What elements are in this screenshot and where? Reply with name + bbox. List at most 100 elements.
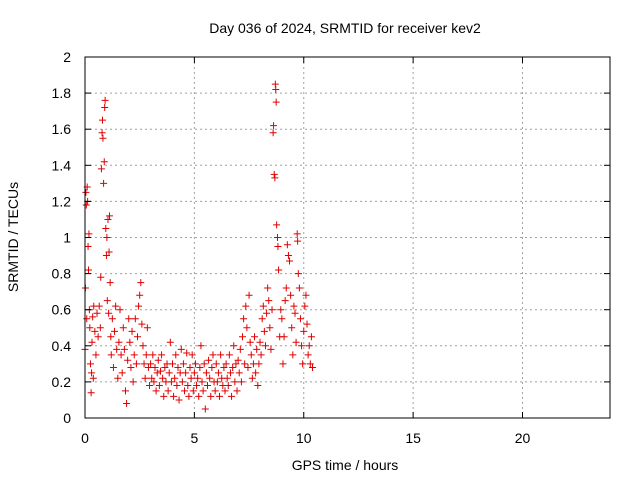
data-point bbox=[117, 351, 125, 359]
data-point bbox=[270, 122, 278, 130]
x-tick-label: 5 bbox=[190, 430, 198, 446]
data-point bbox=[247, 351, 255, 359]
data-point bbox=[106, 279, 114, 287]
data-point bbox=[84, 243, 92, 251]
data-point bbox=[279, 360, 287, 368]
data-point bbox=[102, 224, 110, 232]
data-point bbox=[309, 363, 316, 371]
data-point bbox=[108, 315, 116, 323]
data-point bbox=[266, 324, 274, 332]
data-point bbox=[129, 378, 137, 386]
data-point bbox=[305, 342, 313, 350]
data-point bbox=[171, 374, 179, 382]
data-point bbox=[88, 338, 96, 346]
data-point bbox=[265, 297, 273, 305]
data-point bbox=[82, 188, 90, 196]
data-point bbox=[101, 96, 109, 104]
data-point bbox=[125, 315, 133, 323]
data-point bbox=[103, 234, 111, 241]
data-point bbox=[208, 363, 216, 371]
data-point bbox=[93, 309, 101, 317]
data-point bbox=[257, 351, 265, 359]
data-point bbox=[288, 324, 296, 332]
data-point bbox=[164, 387, 172, 395]
data-point bbox=[166, 338, 174, 346]
data-point bbox=[240, 315, 248, 323]
data-point bbox=[220, 363, 228, 371]
data-point bbox=[256, 338, 264, 346]
y-tick-label: 0.2 bbox=[52, 374, 72, 390]
data-point bbox=[248, 374, 256, 382]
data-point bbox=[267, 345, 275, 353]
data-point bbox=[190, 369, 198, 377]
y-tick-label: 1.8 bbox=[52, 85, 72, 101]
y-tick-label: 2 bbox=[63, 49, 71, 65]
data-point bbox=[86, 360, 94, 368]
data-point bbox=[104, 215, 112, 223]
data-point bbox=[211, 387, 219, 395]
data-point bbox=[89, 374, 97, 382]
data-point bbox=[158, 351, 166, 359]
data-point bbox=[146, 382, 154, 390]
data-point bbox=[115, 338, 123, 346]
data-point bbox=[87, 389, 95, 397]
data-point bbox=[206, 374, 214, 382]
data-point bbox=[205, 356, 213, 364]
data-point bbox=[221, 387, 229, 395]
x-tick-label: 15 bbox=[405, 430, 421, 446]
data-point bbox=[274, 243, 282, 251]
data-point bbox=[111, 327, 119, 335]
data-point bbox=[185, 392, 193, 400]
data-point bbox=[128, 327, 136, 335]
data-point bbox=[144, 363, 152, 371]
data-point bbox=[268, 306, 276, 314]
data-point bbox=[149, 351, 157, 359]
data-point bbox=[194, 374, 202, 382]
data-point bbox=[151, 363, 159, 371]
data-point bbox=[294, 237, 302, 245]
data-point bbox=[161, 363, 169, 371]
data-point bbox=[242, 302, 250, 310]
data-point bbox=[225, 351, 233, 359]
data-point bbox=[182, 369, 190, 377]
data-point bbox=[281, 297, 289, 305]
data-point bbox=[300, 327, 308, 335]
data-point bbox=[213, 378, 221, 386]
x-axis-label: GPS time / hours bbox=[292, 457, 399, 473]
data-point bbox=[181, 387, 189, 395]
data-point bbox=[199, 387, 207, 395]
data-point bbox=[165, 369, 173, 377]
y-tick-label: 1.2 bbox=[52, 193, 72, 209]
data-point bbox=[97, 165, 105, 173]
data-point bbox=[296, 315, 304, 323]
y-axis-label: SRMTID / TECUs bbox=[5, 182, 21, 292]
data-point bbox=[153, 369, 161, 377]
data-point bbox=[271, 174, 279, 182]
data-point bbox=[100, 179, 108, 187]
data-point bbox=[118, 369, 126, 377]
data-point bbox=[85, 266, 92, 274]
data-point bbox=[167, 378, 175, 386]
data-point bbox=[179, 360, 187, 368]
data-point bbox=[243, 324, 251, 332]
data-point bbox=[252, 369, 260, 377]
data-point bbox=[244, 363, 252, 371]
data-point bbox=[195, 392, 203, 400]
data-point bbox=[94, 333, 102, 341]
data-point bbox=[282, 284, 290, 292]
data-point bbox=[291, 309, 299, 317]
data-point bbox=[174, 363, 182, 371]
data-point bbox=[259, 302, 267, 310]
data-point bbox=[233, 387, 241, 395]
data-point bbox=[92, 351, 100, 359]
data-point bbox=[261, 342, 269, 350]
data-point bbox=[254, 382, 262, 390]
data-point bbox=[246, 338, 254, 346]
data-point bbox=[102, 252, 110, 260]
data-point bbox=[264, 284, 272, 292]
data-point bbox=[302, 291, 310, 299]
data-point bbox=[230, 342, 238, 350]
data-point bbox=[96, 324, 104, 332]
data-point bbox=[126, 338, 134, 346]
data-point bbox=[88, 369, 96, 377]
